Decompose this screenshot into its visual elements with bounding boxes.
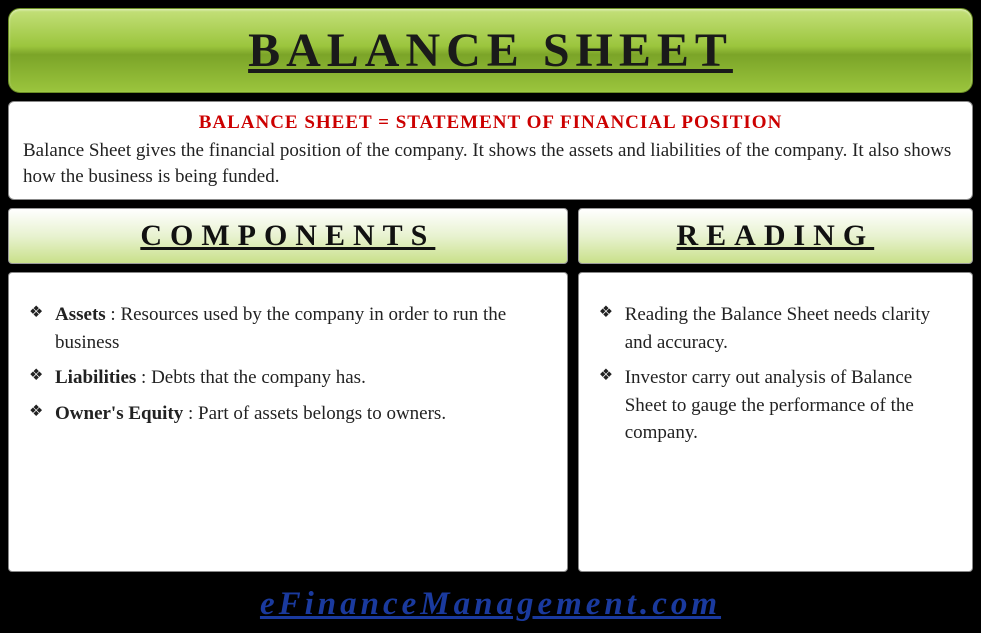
title-banner: BALANCE SHEET	[8, 8, 973, 93]
reading-header: READING	[578, 208, 973, 264]
intro-heading: BALANCE SHEET = STATEMENT OF FINANCIAL P…	[23, 112, 958, 134]
term-desc: : Debts that the company has.	[136, 367, 366, 388]
components-column: COMPONENTS Assets : Resources used by th…	[8, 208, 568, 572]
list-item: Reading the Balance Sheet needs clarity …	[597, 301, 954, 356]
list-item: Liabilities : Debts that the company has…	[27, 364, 549, 392]
reading-list: Reading the Balance Sheet needs clarity …	[597, 301, 954, 447]
list-item: Investor carry out analysis of Balance S…	[597, 364, 954, 447]
components-header-text: COMPONENTS	[9, 219, 567, 253]
intro-box: BALANCE SHEET = STATEMENT OF FINANCIAL P…	[8, 101, 973, 200]
components-list: Assets : Resources used by the company i…	[27, 301, 549, 427]
page-title: BALANCE SHEET	[9, 23, 972, 78]
reading-column: READING Reading the Balance Sheet needs …	[578, 208, 973, 572]
infographic-container: BALANCE SHEET BALANCE SHEET = STATEMENT …	[8, 8, 973, 625]
components-body: Assets : Resources used by the company i…	[8, 272, 568, 572]
term-label: Liabilities	[55, 367, 136, 388]
term-label: Assets	[55, 304, 106, 325]
list-item: Assets : Resources used by the company i…	[27, 301, 549, 356]
list-item: Owner's Equity : Part of assets belongs …	[27, 400, 549, 428]
components-header: COMPONENTS	[8, 208, 568, 264]
term-desc: : Part of assets belongs to owners.	[183, 403, 446, 424]
term-label: Owner's Equity	[55, 403, 183, 424]
reading-body: Reading the Balance Sheet needs clarity …	[578, 272, 973, 572]
columns-wrapper: COMPONENTS Assets : Resources used by th…	[8, 208, 973, 572]
intro-text: Balance Sheet gives the financial positi…	[23, 138, 958, 189]
reading-header-text: READING	[579, 219, 972, 253]
footer-link[interactable]: eFinanceManagement.com	[260, 586, 721, 622]
term-desc: : Resources used by the company in order…	[55, 304, 506, 353]
footer: eFinanceManagement.com	[8, 580, 973, 625]
